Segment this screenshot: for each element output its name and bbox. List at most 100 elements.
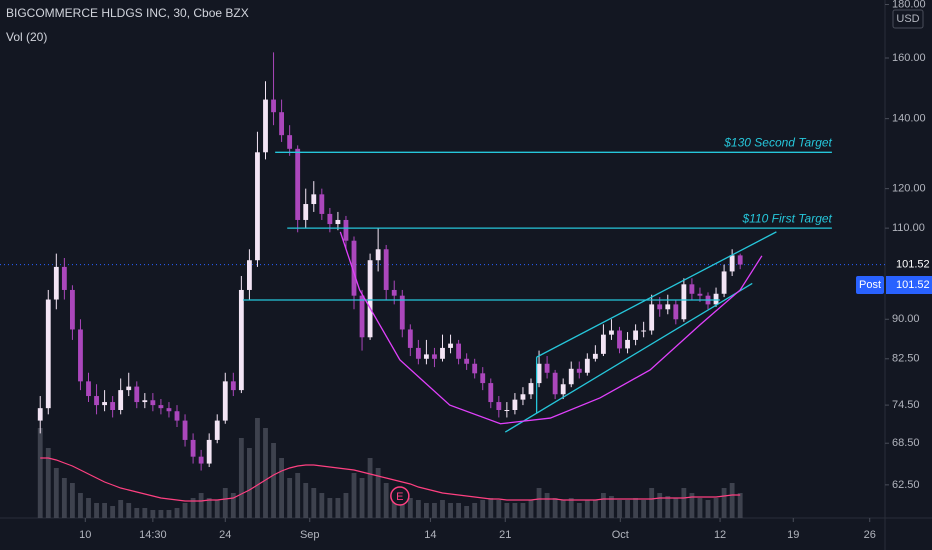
y-tick-label: 120.00 xyxy=(892,183,926,195)
candle-body xyxy=(721,271,727,294)
candle-body xyxy=(158,405,164,409)
candle-body xyxy=(134,386,140,403)
candle-body xyxy=(673,304,679,320)
candle-body xyxy=(592,353,598,359)
volume-bar xyxy=(512,503,518,518)
volume-bar xyxy=(359,478,365,518)
x-tick-label: 21 xyxy=(499,529,511,541)
volume-bar xyxy=(142,508,148,518)
candle-body xyxy=(255,152,260,261)
candle-body xyxy=(110,402,116,411)
x-tick-label: 10 xyxy=(79,529,91,541)
x-tick-label: Oct xyxy=(612,529,629,541)
volume-bar xyxy=(37,428,43,518)
y-tick-label: 110.00 xyxy=(892,222,925,234)
chart-title: BIGCOMMERCE HLDGS INC, 30, Cboe BZX xyxy=(6,6,249,20)
candle-body xyxy=(440,347,445,359)
volume-bar xyxy=(600,493,606,518)
candle-body xyxy=(375,249,381,261)
candle-body xyxy=(633,330,639,340)
volume-bar xyxy=(335,498,341,518)
volume-bar xyxy=(480,500,486,518)
candle-body xyxy=(246,260,252,290)
y-tick-label: 82.50 xyxy=(892,353,920,365)
volume-bar xyxy=(166,510,172,518)
candle-body xyxy=(222,381,228,421)
trend-line xyxy=(339,231,763,425)
candle-body xyxy=(448,343,453,348)
x-tick-label: 14 xyxy=(424,529,436,541)
x-tick-label: 26 xyxy=(864,529,876,541)
volume-bar xyxy=(383,483,389,518)
volume-bar xyxy=(214,500,220,518)
candle-body xyxy=(713,293,719,305)
drawing-label: $110 First Target xyxy=(742,211,833,225)
candle-body xyxy=(287,135,293,149)
y-tick-label: 68.50 xyxy=(892,437,920,449)
candle-body xyxy=(600,334,606,354)
candle-body xyxy=(528,383,534,395)
volume-bar xyxy=(174,508,180,518)
candle-body xyxy=(544,363,550,373)
candle-body xyxy=(464,358,470,364)
volume-bar xyxy=(423,503,429,518)
candle-body xyxy=(142,400,148,403)
volume-bar xyxy=(238,438,244,518)
post-price-label: 101.52 xyxy=(896,279,930,291)
candle-body xyxy=(359,295,365,338)
candle-body xyxy=(327,213,333,225)
candle-body xyxy=(391,289,397,296)
candle-body xyxy=(657,304,663,310)
candle-body xyxy=(472,363,478,374)
candle-body xyxy=(407,329,413,348)
plot-area: $130 Second Target $110 First Target E xyxy=(0,52,885,518)
volume-bar xyxy=(222,488,228,518)
candle-body xyxy=(399,295,405,330)
currency-box xyxy=(892,9,924,29)
volume-bar xyxy=(609,496,614,518)
candle-body xyxy=(102,402,108,406)
volume-bar xyxy=(504,503,510,518)
volume-bar xyxy=(118,500,124,518)
candle-body xyxy=(568,368,574,385)
y-tick-label: 74.50 xyxy=(892,399,920,411)
volume-bar xyxy=(367,458,373,518)
post-badge-label: Post xyxy=(859,279,881,291)
candle-body xyxy=(488,383,494,403)
x-tick-label: 24 xyxy=(219,529,231,541)
candle-body xyxy=(190,439,196,457)
trend-line xyxy=(504,282,753,433)
volume-bar xyxy=(375,468,381,518)
candle-body xyxy=(206,439,212,464)
volume-bar xyxy=(448,503,453,518)
candle-body xyxy=(729,255,735,272)
last-price-label: 101.52 xyxy=(896,258,930,270)
y-tick-label: 160.00 xyxy=(892,52,926,64)
volume-bar xyxy=(617,500,622,518)
volume-bar xyxy=(407,498,413,518)
volume-bar xyxy=(472,503,478,518)
volume-bar xyxy=(568,498,574,518)
volume-bar xyxy=(230,493,236,518)
volume-bar xyxy=(351,473,357,518)
volume-bar xyxy=(584,500,590,518)
volume-bar xyxy=(327,498,333,518)
volume-bar xyxy=(246,448,252,518)
volume-bar xyxy=(206,498,212,518)
currency: USD xyxy=(896,13,919,25)
volume-bar xyxy=(536,488,542,518)
volume-bar xyxy=(697,498,703,518)
trend-line xyxy=(536,231,777,358)
volume-bar xyxy=(464,506,470,518)
candle-body xyxy=(118,390,124,411)
volume-bar xyxy=(689,493,695,518)
volume-bar xyxy=(440,500,445,518)
candle-body xyxy=(37,408,43,421)
volume-bar xyxy=(552,498,558,518)
candle-body xyxy=(480,373,486,384)
candle-body xyxy=(238,289,244,391)
candle-body xyxy=(182,420,188,440)
volume-bar xyxy=(102,503,108,518)
volume-bar xyxy=(126,503,132,518)
volume-bar xyxy=(560,500,566,518)
